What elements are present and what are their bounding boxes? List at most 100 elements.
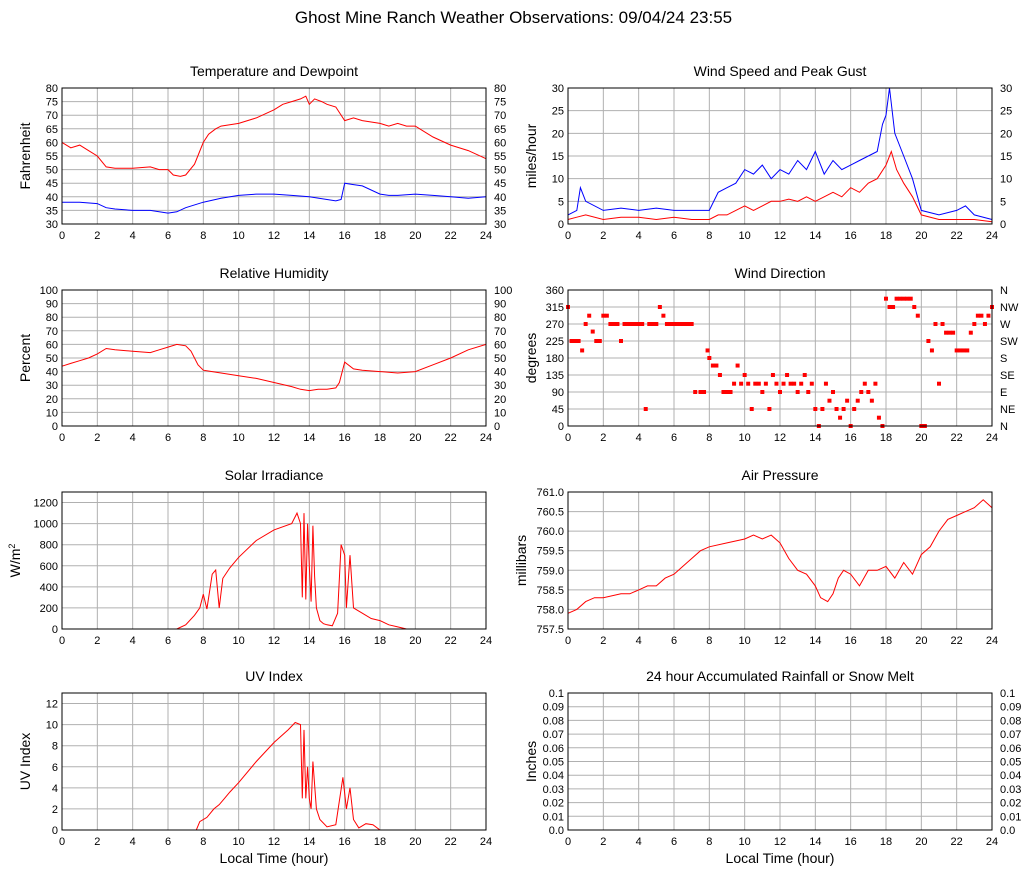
y-tick-label-right: 0.09 xyxy=(1000,702,1021,714)
data-point xyxy=(682,322,687,326)
y-tick-label: 70 xyxy=(46,110,58,122)
data-point xyxy=(650,322,655,326)
x-tick-label: 10 xyxy=(233,432,245,444)
data-point xyxy=(587,313,592,318)
y-tick-label: 0 xyxy=(52,825,58,837)
data-point xyxy=(869,398,874,403)
y-tick-label: 0.1 xyxy=(549,688,564,700)
x-tick-label: 8 xyxy=(706,230,712,242)
series-line-1 xyxy=(62,182,487,214)
data-point xyxy=(753,381,758,386)
x-tick-label: 4 xyxy=(636,836,642,848)
data-point xyxy=(785,373,790,377)
data-point xyxy=(827,398,832,403)
y-tick-label: 0 xyxy=(558,421,564,433)
data-point xyxy=(728,390,733,394)
x-tick-label: 18 xyxy=(374,836,386,848)
data-point xyxy=(622,322,627,326)
x-tick-label: 8 xyxy=(200,635,206,647)
x-tick-label: 6 xyxy=(671,635,677,647)
x-tick-label: 4 xyxy=(130,432,136,444)
y-tick-label: 6 xyxy=(52,762,58,774)
plot-frame xyxy=(567,87,993,225)
y-tick-label: 760.5 xyxy=(536,507,564,519)
y-tick-label: 180 xyxy=(546,353,564,365)
x-tick-label: 2 xyxy=(600,432,606,444)
y-tick-label-right: 70 xyxy=(494,110,506,122)
x-tick-label: 12 xyxy=(774,836,786,848)
x-tick-label: 24 xyxy=(480,230,492,242)
y-tick-label: 50 xyxy=(46,165,58,177)
y-tick-label-right: 0.02 xyxy=(1000,798,1021,810)
data-point xyxy=(774,381,779,386)
series-line-0 xyxy=(62,721,486,831)
data-point xyxy=(675,322,680,326)
x-tick-label: 18 xyxy=(880,230,892,242)
data-point xyxy=(604,313,609,318)
y-tick-label: 100 xyxy=(40,285,58,297)
data-point xyxy=(802,373,807,377)
y-tick-label: 225 xyxy=(546,336,564,348)
x-tick-label: 24 xyxy=(986,836,998,848)
data-point xyxy=(661,313,666,318)
data-point xyxy=(707,356,712,360)
plot-frame xyxy=(567,289,993,427)
x-tick-label: 2 xyxy=(94,836,100,848)
data-point xyxy=(901,296,906,301)
x-tick-label: 24 xyxy=(986,230,998,242)
data-point xyxy=(845,398,850,403)
x-tick-label: 24 xyxy=(986,635,998,647)
x-tick-label: 8 xyxy=(200,432,206,444)
data-point xyxy=(929,348,934,353)
y-tick-label: 270 xyxy=(546,319,564,331)
chart-title: 24 hour Accumulated Rainfall or Snow Mel… xyxy=(646,668,914,684)
x-tick-label: 6 xyxy=(671,836,677,848)
data-point xyxy=(629,322,634,326)
x-tick-label: 22 xyxy=(445,836,457,848)
x-tick-label: 8 xyxy=(706,836,712,848)
page-title: Ghost Mine Ranch Weather Observations: 0… xyxy=(294,8,733,27)
series-line-0 xyxy=(567,149,993,223)
data-point xyxy=(686,322,691,326)
x-tick-label: 8 xyxy=(200,836,206,848)
data-point xyxy=(756,381,761,386)
y-tick-label-right: 60 xyxy=(494,137,506,149)
y-tick-label: 10 xyxy=(46,720,58,732)
y-tick-label-right: 0.06 xyxy=(1000,743,1021,755)
data-point xyxy=(702,390,707,394)
x-tick-label: 4 xyxy=(130,230,136,242)
y-tick-label-right: SW xyxy=(1000,336,1018,348)
data-point xyxy=(894,296,899,301)
data-point xyxy=(611,322,616,326)
x-tick-label: 0 xyxy=(565,230,571,242)
data-point xyxy=(657,305,662,309)
y-tick-label: 10 xyxy=(46,407,58,419)
data-point xyxy=(693,390,698,394)
x-axis-label: Local Time (hour) xyxy=(726,850,835,866)
y-tick-label-right: 75 xyxy=(494,97,506,109)
x-tick-label: 6 xyxy=(165,635,171,647)
data-point xyxy=(813,407,818,411)
data-point xyxy=(968,330,973,335)
data-point xyxy=(689,322,694,326)
data-point xyxy=(778,390,782,394)
y-tick-label: 80 xyxy=(46,83,58,95)
y-tick-label-right: 10 xyxy=(494,407,506,419)
y-tick-label-right: S xyxy=(1000,353,1007,365)
y-tick-label: 55 xyxy=(46,151,58,163)
x-tick-label: 0 xyxy=(565,635,571,647)
y-tick-label-right: 90 xyxy=(494,299,506,311)
data-point xyxy=(643,407,648,411)
y-tick-label-right: 20 xyxy=(1000,128,1012,140)
data-point xyxy=(767,407,772,411)
data-point xyxy=(937,381,941,386)
data-point xyxy=(654,322,659,326)
data-point xyxy=(958,348,963,353)
y-tick-label: 759.0 xyxy=(536,565,564,577)
data-point xyxy=(898,296,903,301)
y-tick-label-right: 50 xyxy=(494,165,506,177)
data-point xyxy=(926,339,931,343)
x-tick-label: 2 xyxy=(600,836,606,848)
y-tick-label-right: 10 xyxy=(1000,174,1012,186)
